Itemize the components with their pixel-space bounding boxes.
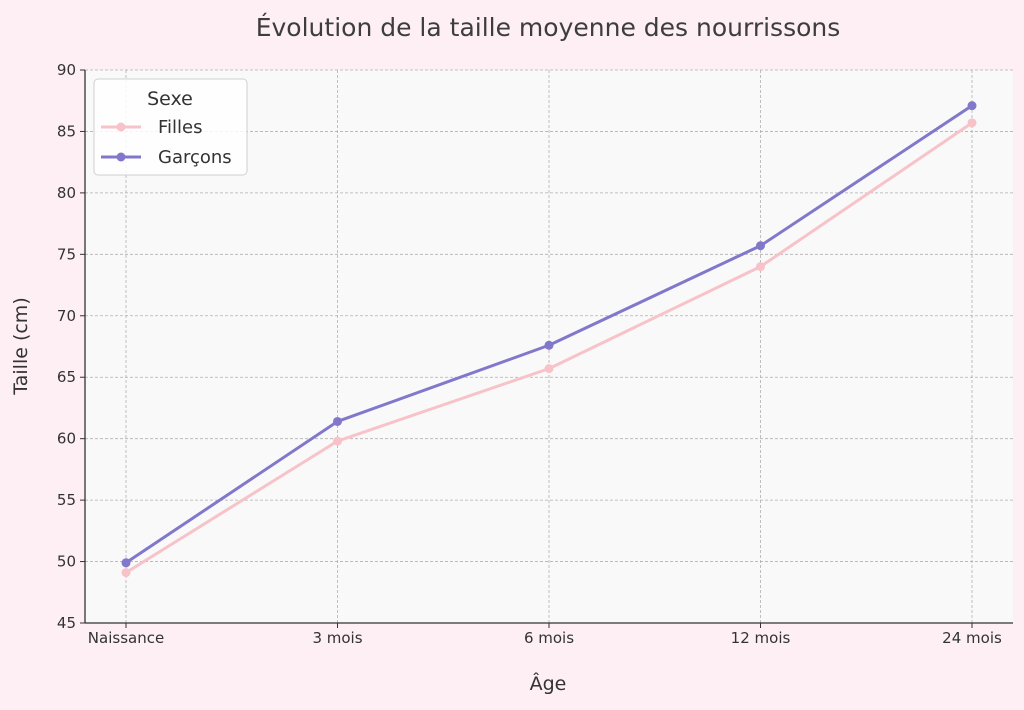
- data-point: [121, 568, 131, 578]
- series-garçons: [121, 101, 977, 568]
- data-point: [544, 340, 554, 350]
- x-axis-label: Âge: [530, 672, 567, 695]
- data-point: [544, 364, 554, 374]
- legend-box: [93, 78, 248, 176]
- data-point: [967, 118, 977, 128]
- x-tick-label: 24 mois: [942, 629, 1002, 647]
- y-axis-label: Taille (cm): [10, 297, 32, 395]
- legend-label: Filles: [158, 117, 203, 138]
- legend: Sexe Filles Garçons: [93, 78, 248, 176]
- data-point: [333, 436, 342, 446]
- y-tick-label: 45: [57, 614, 76, 632]
- legend-title: Sexe: [147, 88, 193, 110]
- legend-item-garçons: Garçons: [101, 147, 232, 168]
- series-layer: [121, 101, 977, 578]
- data-point: [756, 262, 765, 272]
- x-tick-label: 6 mois: [524, 629, 574, 647]
- data-point: [756, 241, 765, 251]
- data-point: [121, 558, 131, 568]
- series-filles: [121, 118, 977, 578]
- y-tick-label: 55: [57, 491, 76, 509]
- legend-item-filles: Filles: [101, 117, 203, 138]
- x-tick-label: 12 mois: [731, 629, 791, 647]
- x-tick-label: Naissance: [88, 629, 164, 647]
- data-point: [333, 416, 342, 426]
- y-tick-label: 50: [57, 553, 76, 571]
- chart-title: Évolution de la taille moyenne des nourr…: [256, 13, 841, 42]
- axes: 45 50 55 60 65 70 75 80 85 90 Naissance 3 mois 6 moi…: [57, 61, 1013, 647]
- y-tick-label: 65: [57, 368, 76, 386]
- y-tick-label: 85: [57, 122, 76, 140]
- y-tick-label: 70: [57, 307, 76, 325]
- y-tick-label: 75: [57, 245, 76, 263]
- y-tick-label: 60: [57, 430, 76, 448]
- data-point: [967, 101, 977, 111]
- legend-swatch-marker: [116, 122, 126, 132]
- legend-swatch-marker: [116, 152, 126, 162]
- y-tick-label: 90: [57, 61, 76, 79]
- legend-label: Garçons: [158, 147, 232, 168]
- y-tick-label: 80: [57, 184, 76, 202]
- x-tick-label: 3 mois: [312, 629, 362, 647]
